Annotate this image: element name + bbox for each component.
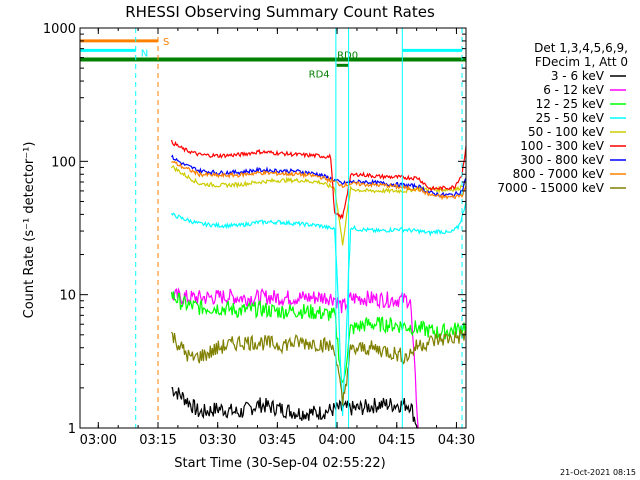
legend-label-800-7000-kev: 800 - 7000 keV xyxy=(513,167,605,181)
x-tick-label-04-15: 04:15 xyxy=(378,433,415,448)
date-stamp: 21-Oct-2021 08:15 xyxy=(560,468,636,477)
legend-label-6-12-kev: 6 - 12 keV xyxy=(543,83,605,97)
legend-header-line-2: FDecim 1, Att 0 xyxy=(535,55,628,69)
series-line-3-6-kev xyxy=(171,386,419,429)
series-line-6-12-kev xyxy=(170,287,419,429)
y-tick-label-10: 10 xyxy=(59,289,76,304)
series-line-100-300-kev xyxy=(170,139,467,221)
flag-label-n: N xyxy=(141,48,148,59)
legend-label-12-25-kev: 12 - 25 keV xyxy=(536,97,605,111)
flag-label-s: S xyxy=(163,37,169,48)
x-axis: 03:00 03:15 03:30 03:45 04:00 04:15 04:30 xyxy=(80,28,475,448)
x-axis-label: Start Time (30-Sep-04 02:55:22) xyxy=(174,456,385,471)
y-tick-label-1000: 1000 xyxy=(43,22,76,37)
y-axis-label: Count Rate (s⁻¹ detector⁻¹) xyxy=(22,142,37,319)
x-tick-label-04-00: 04:00 xyxy=(318,433,355,448)
legend-label-300-800-kev: 300 - 800 keV xyxy=(520,153,604,167)
y-axis: 1 10 100 1000 xyxy=(43,22,466,437)
y-tick-label-100: 100 xyxy=(51,155,76,170)
legend-label-50-100-kev: 50 - 100 keV xyxy=(528,125,605,139)
flag-label-rd0: RD0 xyxy=(337,51,358,62)
observing-flags: S N RD0 RD4 xyxy=(80,37,466,80)
plot-frame xyxy=(79,27,467,429)
x-tick-label-03-00: 03:00 xyxy=(80,433,117,448)
chart-title: RHESSI Observing Summary Count Rates xyxy=(125,3,435,21)
legend-label-100-300-kev: 100 - 300 keV xyxy=(520,139,604,153)
legend-label-25-50-kev: 25 - 50 keV xyxy=(536,111,605,125)
legend: Det 1,3,4,5,6,9, FDecim 1, Att 0 3 - 6 k… xyxy=(497,41,628,195)
series-line-25-50-kev xyxy=(171,201,467,416)
legend-label-3-6-kev: 3 - 6 keV xyxy=(551,69,605,83)
flag-label-rd4: RD4 xyxy=(309,69,330,80)
series-lines xyxy=(170,139,467,429)
y-tick-label-1: 1 xyxy=(68,422,76,437)
x-tick-label-03-45: 03:45 xyxy=(259,433,296,448)
legend-header-line-1: Det 1,3,4,5,6,9, xyxy=(534,41,628,55)
legend-label-7000-15000-kev: 7000 - 15000 keV xyxy=(497,181,604,195)
series-line-12-25-kev xyxy=(170,291,467,384)
x-tick-label-03-15: 03:15 xyxy=(139,433,176,448)
series-line-7000-15000-kev xyxy=(170,327,467,406)
series-line-800-7000-kev xyxy=(171,160,467,201)
x-tick-label-04-30: 04:30 xyxy=(438,433,475,448)
x-tick-label-03-30: 03:30 xyxy=(199,433,236,448)
vertical-markers xyxy=(135,28,463,428)
